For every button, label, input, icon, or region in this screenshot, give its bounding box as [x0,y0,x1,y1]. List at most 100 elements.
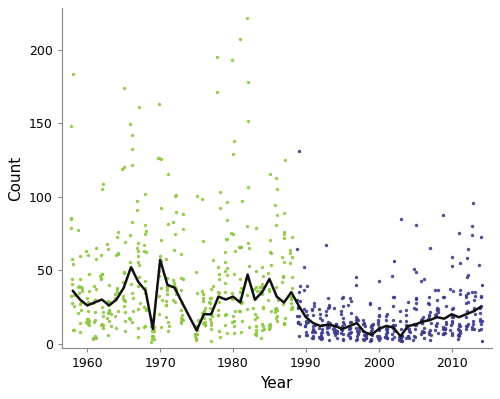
Point [84,252,92,258]
Point [433,307,441,314]
Point [266,236,274,243]
Point [74,309,82,316]
Point [396,337,404,343]
Point [366,328,374,334]
Point [127,281,135,288]
Point [338,327,345,333]
Point [286,247,294,253]
Point [207,322,215,329]
Point [418,320,426,326]
Point [388,322,396,329]
Point [330,329,338,336]
Point [222,280,230,286]
Point [397,336,405,343]
Point [278,254,286,261]
Point [419,329,427,335]
Point [78,288,86,294]
Point [206,305,214,311]
Point [310,328,318,334]
Point [478,282,486,288]
Point [156,292,164,299]
Point [191,333,199,339]
Point [302,332,310,338]
Point [165,323,173,329]
Point [440,330,448,336]
Point [309,323,317,329]
Point [288,304,296,310]
Point [295,148,303,154]
Point [362,332,370,338]
Point [221,249,229,255]
Point [90,300,98,306]
Point [293,246,301,252]
Point [104,315,112,322]
Point [402,312,410,318]
Point [344,302,352,308]
Point [244,223,252,229]
Point [302,282,310,289]
Point [476,304,484,311]
Point [236,244,244,251]
Point [192,331,200,338]
Point [432,304,440,311]
Point [180,276,188,282]
Point [286,300,294,306]
Point [264,270,272,276]
Point [304,319,312,326]
Point [111,313,119,319]
Point [389,324,397,330]
Point [309,326,317,332]
Point [258,283,266,290]
Point [468,321,476,327]
Point [352,325,360,332]
Point [68,281,76,288]
Point [193,326,201,332]
Point [338,294,346,300]
Point [272,284,280,290]
Point [154,273,162,279]
Point [207,295,215,301]
Point [404,333,412,339]
Point [405,335,413,342]
Point [455,322,463,329]
Point [238,285,246,291]
Point [294,319,302,325]
Point [149,328,157,334]
Point [362,334,370,341]
Point [76,329,84,335]
Point [330,326,338,332]
Point [252,268,260,275]
Point [75,283,83,289]
Point [279,273,287,280]
Point [315,325,323,331]
Point [128,290,136,296]
Point [390,258,398,265]
Point [238,198,246,204]
Point [272,211,280,218]
Point [244,15,252,21]
Point [412,294,420,301]
Point [434,309,442,316]
Point [67,122,75,129]
Point [338,336,346,343]
Point [258,281,266,287]
Point [230,308,238,314]
Point [280,320,288,327]
Point [462,326,470,332]
Point [157,258,165,264]
Point [310,300,318,306]
Point [84,319,92,326]
Point [178,225,186,232]
Point [100,322,108,328]
Point [214,312,222,318]
Point [360,321,368,327]
Point [92,286,100,292]
Point [418,329,426,335]
Point [309,312,317,318]
Point [90,283,98,290]
Point [280,209,288,216]
Point [136,262,143,269]
Point [202,322,209,329]
Point [106,318,114,324]
Y-axis label: Count: Count [8,156,24,201]
